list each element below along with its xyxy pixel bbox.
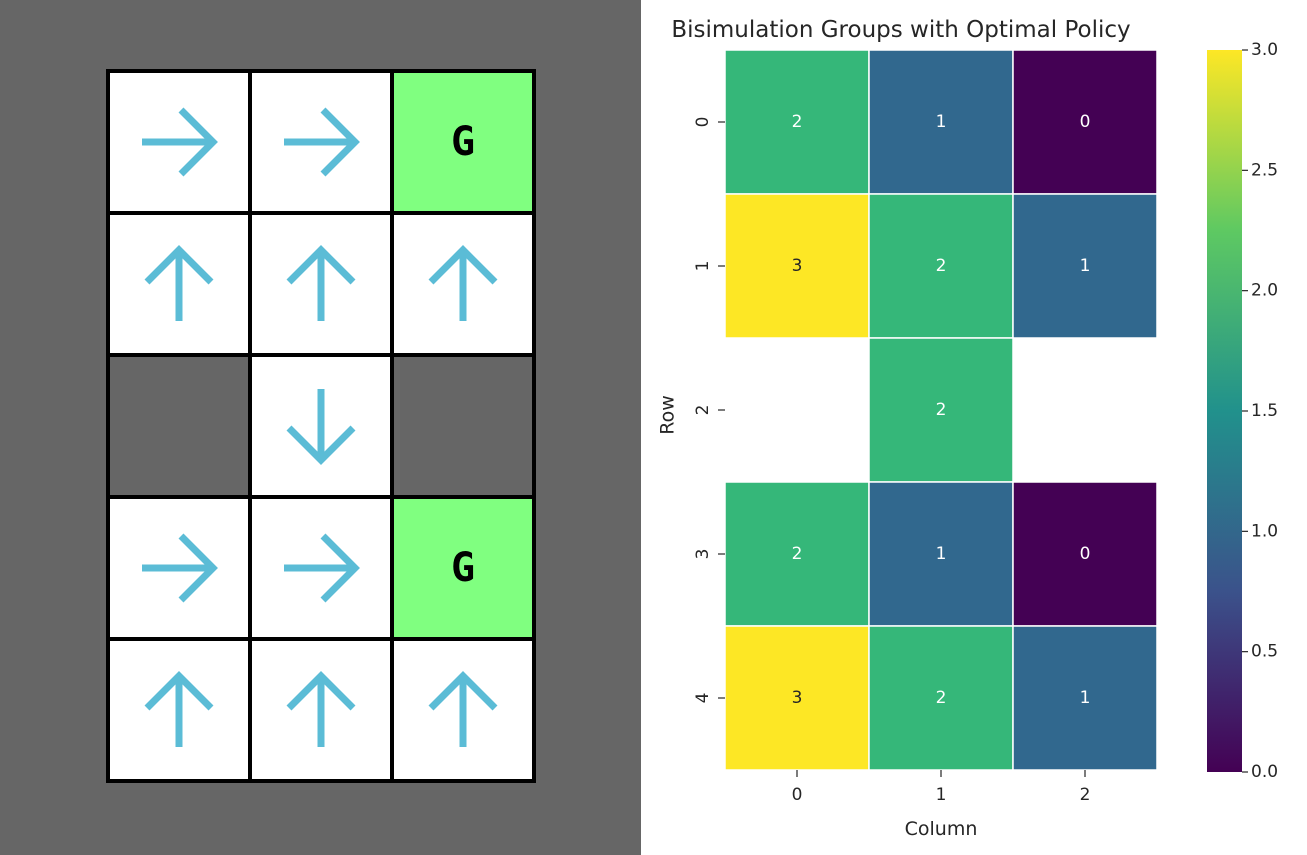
cell-value-label: 2 (936, 400, 947, 420)
arrow-head (428, 671, 498, 711)
grid-cell-wall (106, 353, 252, 499)
arrow-up-icon (286, 671, 356, 747)
y-axis-label: Row (657, 395, 679, 435)
cell-value-label: 1 (936, 112, 947, 132)
heatmap-cell-r0-c0 (724, 49, 870, 195)
bisimulation-heatmap: Bisimulation Groups with Optimal Policy 2… (657, 17, 1279, 840)
arrow-right-icon (142, 107, 218, 177)
arrow-up-icon (144, 245, 214, 321)
grid-cell-goal (390, 69, 536, 215)
cell-value-label: 0 (1080, 112, 1091, 132)
heatmap-cell-r0-c2 (1012, 49, 1158, 195)
arrow-head (320, 107, 360, 177)
arrow-head (428, 245, 498, 285)
cell-value-label: 1 (1080, 688, 1091, 708)
colorbar (1207, 50, 1242, 772)
gridworld-policy-grid: GG (106, 69, 536, 783)
y-tick-label: 3 (693, 549, 713, 560)
arrow-head (286, 245, 356, 285)
arrow-right-icon (284, 107, 360, 177)
arrow-head (178, 107, 218, 177)
colorbar-tick-label: 0.0 (1251, 762, 1278, 782)
cell-value-label: 2 (792, 544, 803, 564)
arrow-head (178, 533, 218, 603)
heatmap-cell-r1-c1 (868, 193, 1014, 339)
heatmap-cell-r4-c0 (724, 625, 870, 771)
arrow-head (286, 425, 356, 465)
arrow-up-icon (286, 245, 356, 321)
heatmap-cell-r2-c1 (868, 337, 1014, 483)
goal-label: G (451, 545, 475, 591)
arrow-head (144, 245, 214, 285)
y-tick-label: 4 (693, 693, 713, 704)
chart-title: Bisimulation Groups with Optimal Policy (671, 17, 1130, 43)
colorbar-tick-label: 0.5 (1251, 642, 1278, 662)
arrow-head (286, 671, 356, 711)
y-tick-label: 1 (693, 261, 713, 272)
colorbar-tick-label: 1.0 (1251, 521, 1278, 541)
cell-value-label: 3 (792, 256, 803, 276)
grid-cell-goal (390, 495, 536, 641)
colorbar-tick-label: 3.0 (1251, 40, 1278, 60)
cell-value-label: 2 (936, 256, 947, 276)
arrow-head (320, 533, 360, 603)
heatmap-cell-r4-c2 (1012, 625, 1158, 771)
cell-value-label: 3 (792, 688, 803, 708)
arrow-down-icon (286, 389, 356, 465)
arrow-head (144, 671, 214, 711)
heatmap-cell-r3-c1 (868, 481, 1014, 627)
heatmap-cell-r4-c1 (868, 625, 1014, 771)
goal-label: G (451, 119, 475, 165)
cell-value-label: 2 (792, 112, 803, 132)
x-tick-label: 1 (936, 785, 947, 805)
arrow-up-icon (428, 671, 498, 747)
y-tick-label: 0 (693, 117, 713, 128)
x-tick-label: 2 (1080, 785, 1091, 805)
colorbar-tick-label: 2.5 (1251, 160, 1278, 180)
cell-value-label: 1 (1080, 256, 1091, 276)
cell-value-label: 2 (936, 688, 947, 708)
heatmap-cell-r1-c2 (1012, 193, 1158, 339)
y-tick-label: 2 (693, 405, 713, 416)
grid-cell-wall (390, 353, 536, 499)
arrow-up-icon (144, 671, 214, 747)
heatmap-cell-r0-c1 (868, 49, 1014, 195)
arrow-right-icon (284, 533, 360, 603)
x-tick-label: 0 (792, 785, 803, 805)
colorbar-tick-label: 1.5 (1251, 401, 1278, 421)
arrow-right-icon (142, 533, 218, 603)
cell-value-label: 1 (936, 544, 947, 564)
heatmap-cell-r3-c2 (1012, 481, 1158, 627)
x-axis-label: Column (905, 818, 978, 840)
cell-value-label: 0 (1080, 544, 1091, 564)
colorbar-tick-label: 2.0 (1251, 281, 1278, 301)
arrow-up-icon (428, 245, 498, 321)
